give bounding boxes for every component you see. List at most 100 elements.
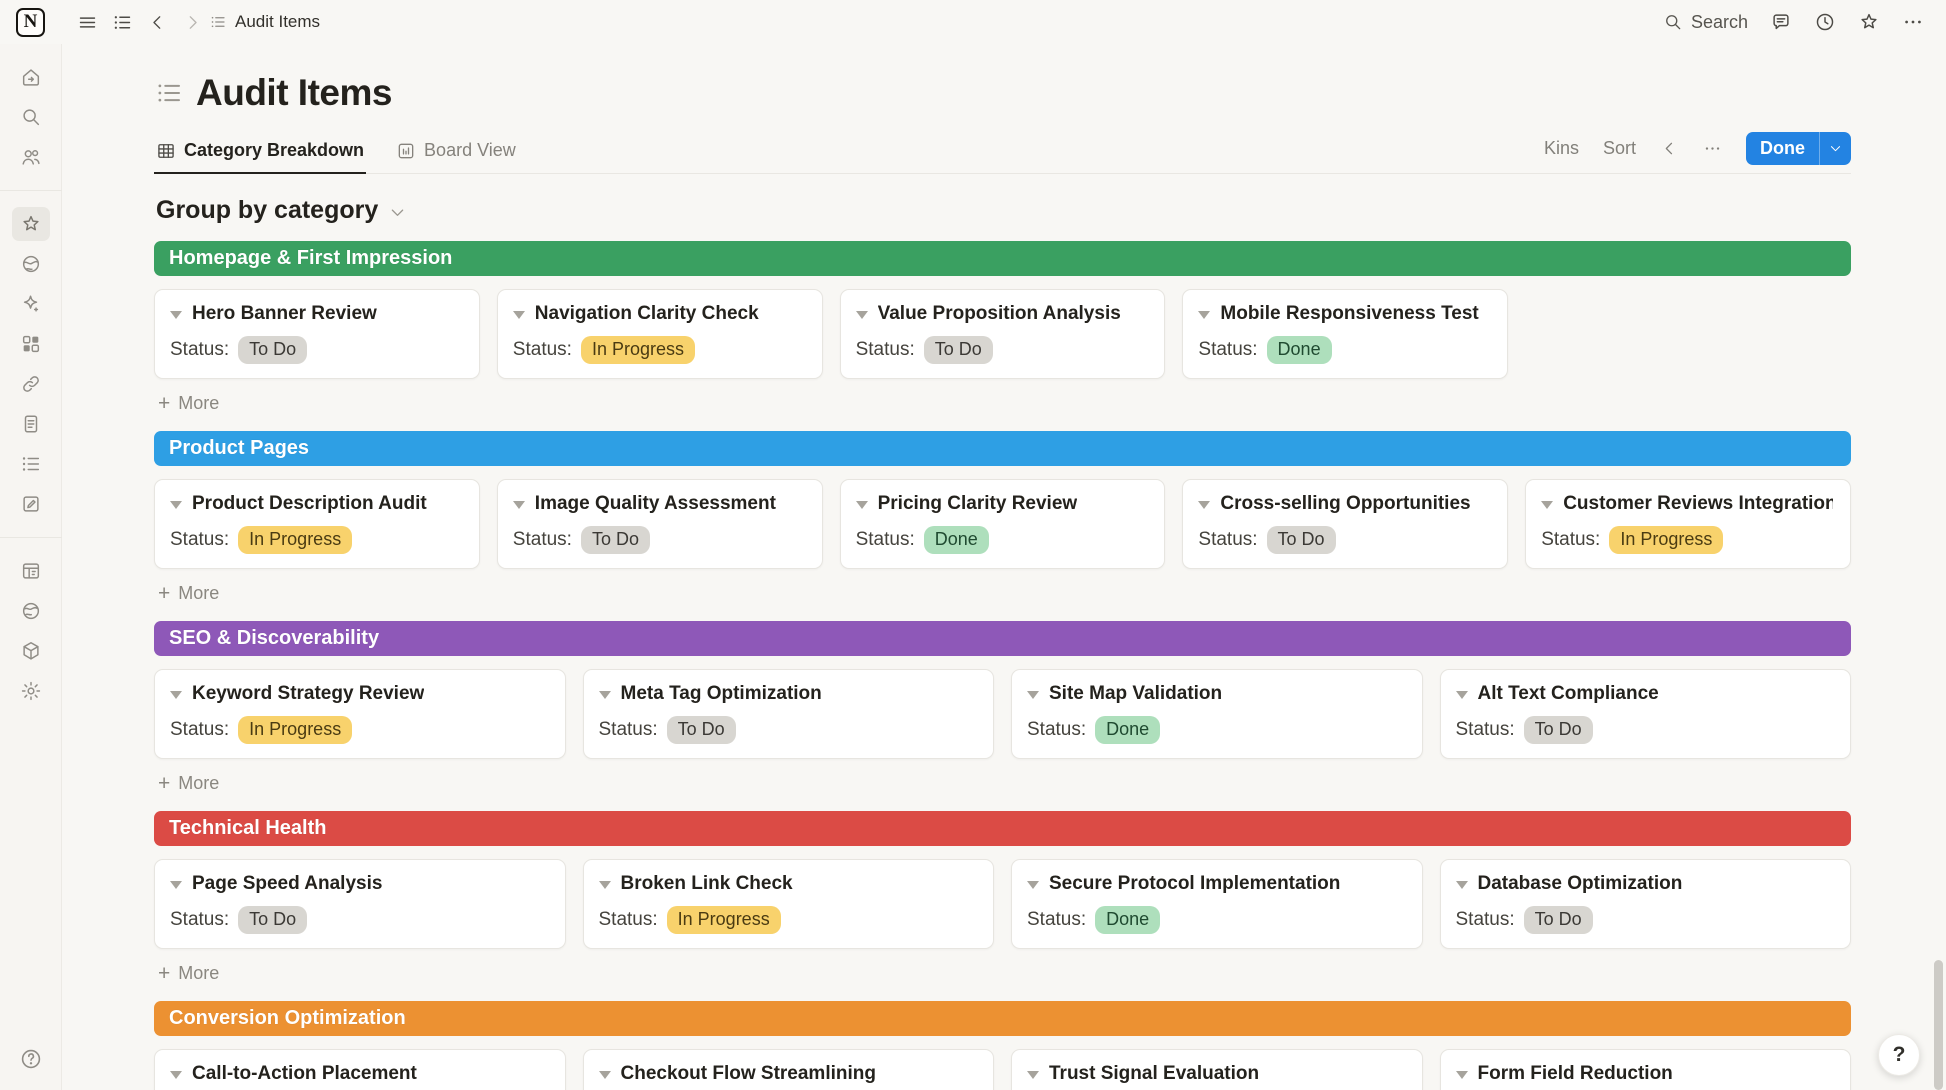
audit-card[interactable]: Checkout Flow StreamliningStatus:To Do bbox=[582, 1049, 994, 1090]
status-badge[interactable]: In Progress bbox=[666, 906, 781, 934]
hamburger-menu-icon[interactable] bbox=[77, 12, 98, 33]
group-header[interactable]: SEO & Discoverability bbox=[154, 621, 1851, 656]
audit-card[interactable]: Customer Reviews Integration Status: In Pr… bbox=[1525, 479, 1851, 569]
vertical-scrollbar[interactable] bbox=[1934, 960, 1943, 1090]
sidebar-item-map[interactable] bbox=[12, 594, 50, 628]
chevron-left-icon[interactable] bbox=[1660, 139, 1679, 158]
help-button[interactable]: ? bbox=[1878, 1034, 1920, 1076]
sidebar-item-home[interactable] bbox=[12, 60, 50, 94]
card-toggle-triangle-icon[interactable] bbox=[598, 881, 611, 889]
status-badge[interactable]: In Progress bbox=[580, 336, 695, 364]
card-toggle-triangle-icon[interactable] bbox=[1455, 1071, 1468, 1079]
toolbar-kins-button[interactable]: Kins bbox=[1543, 138, 1579, 158]
card-toggle-triangle-icon[interactable] bbox=[170, 1071, 182, 1079]
status-badge[interactable]: In Progress bbox=[238, 526, 353, 554]
card-toggle-triangle-icon[interactable] bbox=[1541, 501, 1554, 509]
audit-card[interactable]: Meta Tag Optimization Status: To Do bbox=[582, 669, 994, 759]
search-button[interactable]: Search bbox=[1663, 12, 1748, 33]
status-badge[interactable]: To Do bbox=[238, 336, 308, 364]
audit-card[interactable]: Hero Banner Review Status: To Do bbox=[154, 289, 480, 379]
sidebar-item-members[interactable] bbox=[12, 140, 50, 174]
card-toggle-triangle-icon[interactable] bbox=[1455, 881, 1468, 889]
group-header[interactable]: Homepage & First Impression bbox=[154, 241, 1851, 276]
audit-card[interactable]: Broken Link Check Status: In Progress bbox=[582, 859, 994, 949]
status-badge[interactable]: Done bbox=[1095, 906, 1161, 934]
more-button[interactable]: + More bbox=[158, 773, 1851, 794]
card-toggle-triangle-icon[interactable] bbox=[1198, 501, 1211, 509]
more-horizontal-icon[interactable] bbox=[1703, 139, 1722, 158]
sidebar-item-grid[interactable] bbox=[12, 327, 50, 361]
star-icon[interactable] bbox=[1858, 11, 1880, 33]
card-toggle-triangle-icon[interactable] bbox=[1455, 691, 1468, 699]
chevron-left-icon[interactable] bbox=[147, 12, 168, 33]
sidebar-item-spark[interactable] bbox=[12, 287, 50, 321]
breadcrumb[interactable]: Audit Items bbox=[209, 12, 320, 32]
clock-icon[interactable] bbox=[1814, 11, 1836, 33]
group-by-dropdown[interactable]: Group by category bbox=[156, 196, 1851, 225]
sidebar-item-cube[interactable] bbox=[12, 634, 50, 668]
sidebar-item-gear[interactable] bbox=[12, 674, 50, 708]
card-toggle-triangle-icon[interactable] bbox=[1027, 881, 1039, 889]
audit-card[interactable]: Pricing Clarity Review Status: Done bbox=[839, 479, 1166, 569]
audit-card[interactable]: Cross-selling Opportunities Status: To Do bbox=[1182, 479, 1509, 569]
card-toggle-triangle-icon[interactable] bbox=[512, 501, 525, 509]
card-toggle-triangle-icon[interactable] bbox=[170, 501, 182, 509]
list-view-icon[interactable] bbox=[112, 12, 133, 33]
chevron-right-icon[interactable] bbox=[182, 12, 203, 33]
status-badge[interactable]: To Do bbox=[1266, 526, 1336, 554]
status-badge[interactable]: Done bbox=[1095, 716, 1161, 744]
audit-card[interactable]: Database Optimization Status: To Do bbox=[1439, 859, 1851, 949]
card-toggle-triangle-icon[interactable] bbox=[598, 691, 611, 699]
card-toggle-triangle-icon[interactable] bbox=[170, 691, 182, 699]
audit-card[interactable]: Value Proposition Analysis Status: To Do bbox=[839, 289, 1166, 379]
status-badge[interactable]: To Do bbox=[923, 336, 993, 364]
done-button[interactable]: Done bbox=[1746, 132, 1851, 165]
more-button[interactable]: + More bbox=[158, 963, 1851, 984]
sidebar-item-star[interactable] bbox=[11, 207, 50, 241]
card-toggle-triangle-icon[interactable] bbox=[1198, 311, 1211, 319]
card-toggle-triangle-icon[interactable] bbox=[512, 311, 525, 319]
done-button-dropdown[interactable] bbox=[1819, 132, 1851, 165]
card-toggle-triangle-icon[interactable] bbox=[598, 1071, 611, 1079]
sidebar-item-table[interactable] bbox=[12, 554, 50, 588]
card-toggle-triangle-icon[interactable] bbox=[170, 311, 182, 319]
status-badge[interactable]: In Progress bbox=[238, 716, 353, 744]
card-toggle-triangle-icon[interactable] bbox=[1027, 691, 1039, 699]
audit-card[interactable]: Form Field ReductionStatus:To Do bbox=[1439, 1049, 1851, 1090]
audit-card[interactable]: Trust Signal EvaluationStatus:Done bbox=[1011, 1049, 1423, 1090]
more-button[interactable]: + More bbox=[158, 583, 1851, 604]
comment-icon[interactable] bbox=[1770, 11, 1792, 33]
audit-card[interactable]: Mobile Responsiveness Test Status: Done bbox=[1182, 289, 1509, 379]
card-toggle-triangle-icon[interactable] bbox=[1027, 1071, 1039, 1079]
group-header[interactable]: Technical Health bbox=[154, 811, 1851, 846]
status-badge[interactable]: To Do bbox=[238, 906, 308, 934]
toolbar-sort-button[interactable]: Sort bbox=[1602, 138, 1636, 158]
sidebar-item-link[interactable] bbox=[12, 367, 50, 401]
sidebar-item-list[interactable] bbox=[12, 447, 50, 481]
sidebar-item-search[interactable] bbox=[12, 100, 50, 134]
status-badge[interactable]: To Do bbox=[1523, 906, 1593, 934]
more-button[interactable]: + More bbox=[158, 393, 1851, 414]
audit-card[interactable]: Navigation Clarity Check Status: In Progre… bbox=[496, 289, 823, 379]
more-horizontal-icon[interactable] bbox=[1902, 11, 1924, 33]
status-badge[interactable]: To Do bbox=[580, 526, 650, 554]
audit-card[interactable]: Site Map Validation Status: Done bbox=[1011, 669, 1423, 759]
card-toggle-triangle-icon[interactable] bbox=[170, 881, 182, 889]
card-toggle-triangle-icon[interactable] bbox=[855, 311, 868, 319]
group-header[interactable]: Product Pages bbox=[154, 431, 1851, 466]
group-header[interactable]: Conversion Optimization bbox=[154, 1001, 1851, 1036]
tab-board-view[interactable]: Board View bbox=[394, 134, 518, 174]
status-badge[interactable]: Done bbox=[923, 526, 989, 554]
audit-card[interactable]: Secure Protocol Implementation Status: Don… bbox=[1011, 859, 1423, 949]
audit-card[interactable]: Image Quality Assessment Status: To Do bbox=[496, 479, 823, 569]
sidebar-item-document[interactable] bbox=[12, 407, 50, 441]
audit-card[interactable]: Alt Text Compliance Status: To Do bbox=[1439, 669, 1851, 759]
status-badge[interactable]: In Progress bbox=[1609, 526, 1724, 554]
sidebar-item-globe[interactable] bbox=[12, 247, 50, 281]
audit-card[interactable]: Page Speed Analysis Status: To Do bbox=[154, 859, 566, 949]
audit-card[interactable]: Keyword Strategy Review Status: In Progres… bbox=[154, 669, 566, 759]
tab-category-breakdown[interactable]: Category Breakdown bbox=[154, 134, 367, 174]
audit-card[interactable]: Call-to-Action PlacementStatus:In Progre… bbox=[154, 1049, 566, 1090]
sidebar-item-note[interactable] bbox=[12, 487, 50, 521]
card-toggle-triangle-icon[interactable] bbox=[855, 501, 868, 509]
